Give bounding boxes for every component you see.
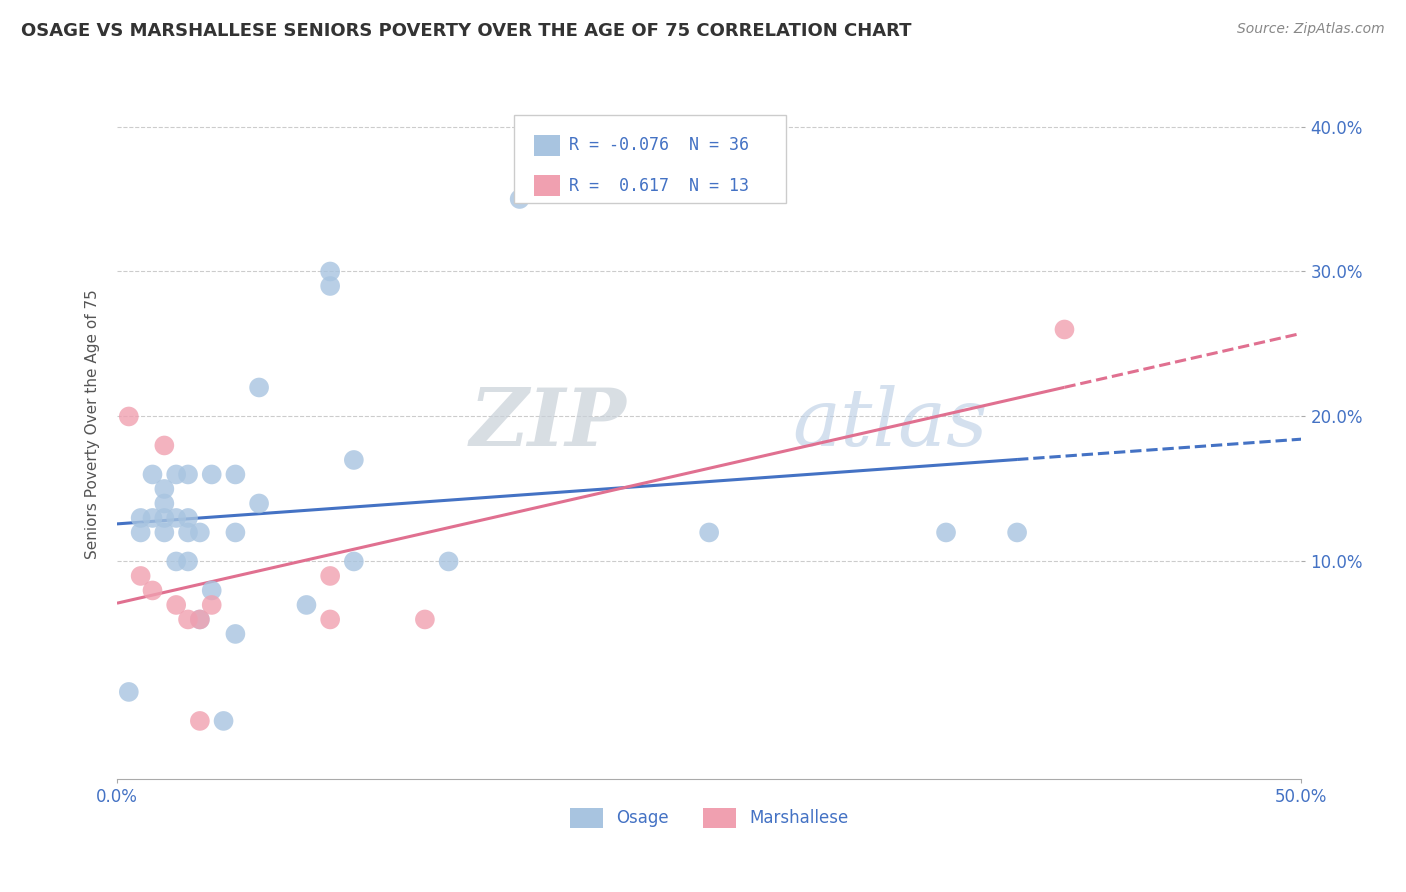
Point <box>201 467 224 482</box>
Point <box>188 525 211 540</box>
Point <box>437 554 460 568</box>
Point <box>153 482 176 496</box>
Point <box>177 467 200 482</box>
Point <box>509 192 531 206</box>
FancyBboxPatch shape <box>513 115 786 203</box>
Point <box>319 264 342 278</box>
Point <box>201 583 224 598</box>
Point <box>118 409 141 424</box>
Point <box>319 569 342 583</box>
Point <box>697 525 720 540</box>
Text: Source: ZipAtlas.com: Source: ZipAtlas.com <box>1237 22 1385 37</box>
Point <box>343 453 366 467</box>
Point <box>141 583 163 598</box>
Legend: Osage, Marshallese: Osage, Marshallese <box>564 801 855 835</box>
Text: atlas: atlas <box>792 385 987 462</box>
Point <box>188 612 211 626</box>
Point <box>153 438 176 452</box>
Text: ZIP: ZIP <box>470 385 626 462</box>
Point <box>177 554 200 568</box>
Point <box>165 554 187 568</box>
Point <box>212 714 235 728</box>
Point <box>153 525 176 540</box>
Point <box>247 496 270 510</box>
Point <box>224 467 246 482</box>
FancyBboxPatch shape <box>534 175 560 196</box>
Point <box>177 511 200 525</box>
Point <box>129 525 152 540</box>
Point <box>935 525 957 540</box>
Point <box>141 511 163 525</box>
Point <box>319 612 342 626</box>
Point <box>177 612 200 626</box>
Point <box>188 714 211 728</box>
FancyBboxPatch shape <box>534 135 560 156</box>
Point <box>224 627 246 641</box>
Point <box>1053 322 1076 336</box>
Point <box>129 511 152 525</box>
Point <box>188 612 211 626</box>
Point <box>141 467 163 482</box>
Point <box>343 554 366 568</box>
Point <box>319 279 342 293</box>
Point <box>165 511 187 525</box>
Text: OSAGE VS MARSHALLESE SENIORS POVERTY OVER THE AGE OF 75 CORRELATION CHART: OSAGE VS MARSHALLESE SENIORS POVERTY OVE… <box>21 22 911 40</box>
Point <box>247 380 270 394</box>
Point <box>153 496 176 510</box>
Point <box>1005 525 1028 540</box>
Point <box>129 569 152 583</box>
Point <box>201 598 224 612</box>
Point <box>153 511 176 525</box>
Point <box>165 467 187 482</box>
Text: R =  0.617  N = 13: R = 0.617 N = 13 <box>569 177 749 194</box>
Point <box>224 525 246 540</box>
Y-axis label: Seniors Poverty Over the Age of 75: Seniors Poverty Over the Age of 75 <box>86 289 100 558</box>
Point <box>118 685 141 699</box>
Text: R = -0.076  N = 36: R = -0.076 N = 36 <box>569 136 749 154</box>
Point <box>165 598 187 612</box>
Point <box>177 525 200 540</box>
Point <box>413 612 436 626</box>
Point <box>295 598 318 612</box>
